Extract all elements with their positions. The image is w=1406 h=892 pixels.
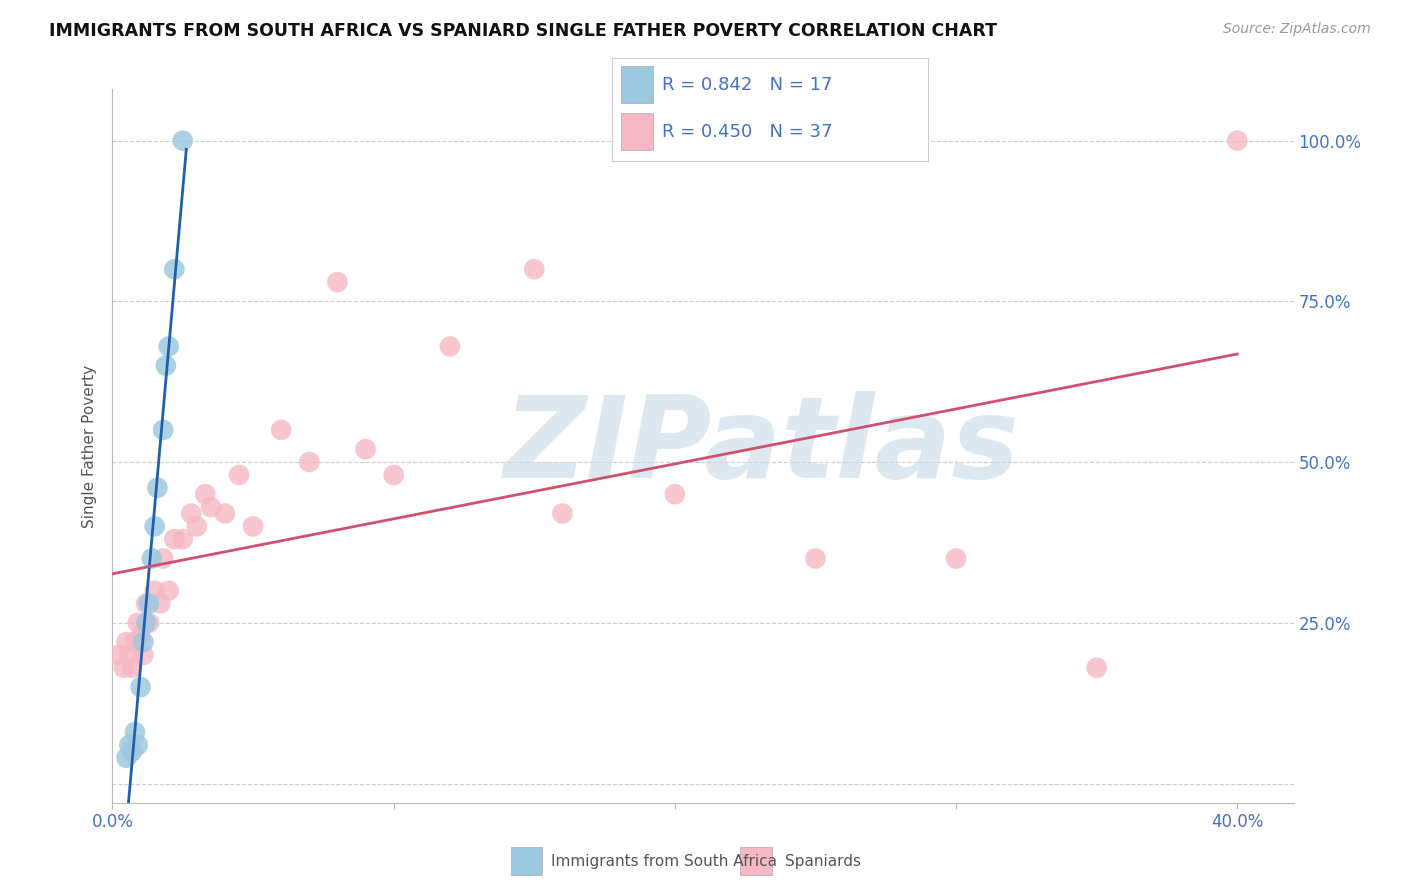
Point <box>228 467 250 482</box>
Point <box>152 551 174 566</box>
Point <box>143 519 166 533</box>
Point <box>163 533 186 547</box>
Point <box>439 339 461 353</box>
Point <box>172 134 194 148</box>
Bar <box>621 113 652 150</box>
Text: R = 0.450   N = 37: R = 0.450 N = 37 <box>662 123 832 141</box>
Point <box>326 275 349 289</box>
Point <box>157 339 180 353</box>
Point <box>129 680 152 694</box>
Point <box>180 507 202 521</box>
Text: IMMIGRANTS FROM SOUTH AFRICA VS SPANIARD SINGLE FATHER POVERTY CORRELATION CHART: IMMIGRANTS FROM SOUTH AFRICA VS SPANIARD… <box>49 22 997 40</box>
Point <box>945 551 967 566</box>
Point <box>551 507 574 521</box>
Point <box>664 487 686 501</box>
Point <box>298 455 321 469</box>
Point <box>129 629 152 643</box>
Point <box>155 359 177 373</box>
Point <box>146 481 169 495</box>
Text: Source: ZipAtlas.com: Source: ZipAtlas.com <box>1223 22 1371 37</box>
Point <box>354 442 377 457</box>
Text: R = 0.842   N = 17: R = 0.842 N = 17 <box>662 76 832 94</box>
Point <box>1226 134 1249 148</box>
Point <box>121 744 143 758</box>
Point <box>186 519 208 533</box>
Point <box>124 725 146 739</box>
Point <box>270 423 292 437</box>
Point <box>127 738 149 752</box>
Point <box>138 597 160 611</box>
Text: Spaniards: Spaniards <box>785 854 860 869</box>
Point <box>107 648 129 662</box>
Point <box>115 635 138 649</box>
Bar <box>510 847 543 875</box>
Bar <box>740 847 772 875</box>
Point <box>132 635 155 649</box>
Point <box>115 751 138 765</box>
Point <box>118 738 141 752</box>
Point <box>242 519 264 533</box>
Point <box>200 500 222 514</box>
Text: Immigrants from South Africa: Immigrants from South Africa <box>551 854 778 869</box>
Point <box>132 648 155 662</box>
Y-axis label: Single Father Poverty: Single Father Poverty <box>82 365 97 527</box>
Point <box>149 597 172 611</box>
Point <box>118 648 141 662</box>
Point <box>124 635 146 649</box>
Point <box>112 661 135 675</box>
Point <box>172 533 194 547</box>
Point <box>143 583 166 598</box>
Point <box>163 262 186 277</box>
Point <box>523 262 546 277</box>
Point <box>152 423 174 437</box>
Point <box>1085 661 1108 675</box>
Text: ZIPatlas: ZIPatlas <box>503 391 1021 501</box>
Point <box>135 615 157 630</box>
Point <box>382 467 405 482</box>
Point <box>135 597 157 611</box>
Point <box>157 583 180 598</box>
Point <box>121 661 143 675</box>
Point <box>138 615 160 630</box>
Bar <box>621 66 652 103</box>
Point <box>804 551 827 566</box>
Point <box>141 551 163 566</box>
Point <box>214 507 236 521</box>
Point <box>194 487 217 501</box>
Point <box>127 615 149 630</box>
